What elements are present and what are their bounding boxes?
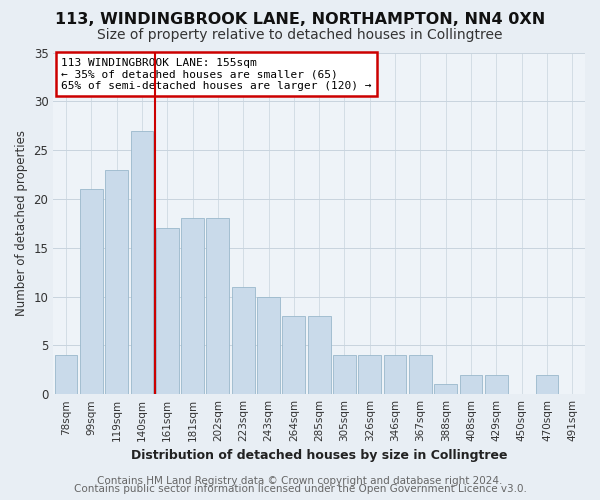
Bar bbox=[409, 355, 432, 394]
Bar bbox=[156, 228, 179, 394]
Bar bbox=[206, 218, 229, 394]
Bar bbox=[181, 218, 204, 394]
Bar bbox=[232, 287, 254, 394]
Text: Contains HM Land Registry data © Crown copyright and database right 2024.: Contains HM Land Registry data © Crown c… bbox=[97, 476, 503, 486]
Bar bbox=[257, 296, 280, 394]
Text: 113 WINDINGBROOK LANE: 155sqm
← 35% of detached houses are smaller (65)
65% of s: 113 WINDINGBROOK LANE: 155sqm ← 35% of d… bbox=[61, 58, 372, 91]
Bar bbox=[384, 355, 406, 394]
Bar bbox=[80, 189, 103, 394]
Bar bbox=[283, 316, 305, 394]
Bar bbox=[308, 316, 331, 394]
Text: 113, WINDINGBROOK LANE, NORTHAMPTON, NN4 0XN: 113, WINDINGBROOK LANE, NORTHAMPTON, NN4… bbox=[55, 12, 545, 28]
Bar bbox=[434, 384, 457, 394]
Bar bbox=[131, 130, 154, 394]
Bar bbox=[333, 355, 356, 394]
Bar bbox=[536, 374, 559, 394]
Bar bbox=[485, 374, 508, 394]
Bar bbox=[358, 355, 381, 394]
Bar bbox=[105, 170, 128, 394]
Y-axis label: Number of detached properties: Number of detached properties bbox=[15, 130, 28, 316]
Text: Contains public sector information licensed under the Open Government Licence v3: Contains public sector information licen… bbox=[74, 484, 526, 494]
Text: Size of property relative to detached houses in Collingtree: Size of property relative to detached ho… bbox=[97, 28, 503, 42]
Bar bbox=[460, 374, 482, 394]
Bar bbox=[55, 355, 77, 394]
X-axis label: Distribution of detached houses by size in Collingtree: Distribution of detached houses by size … bbox=[131, 450, 508, 462]
